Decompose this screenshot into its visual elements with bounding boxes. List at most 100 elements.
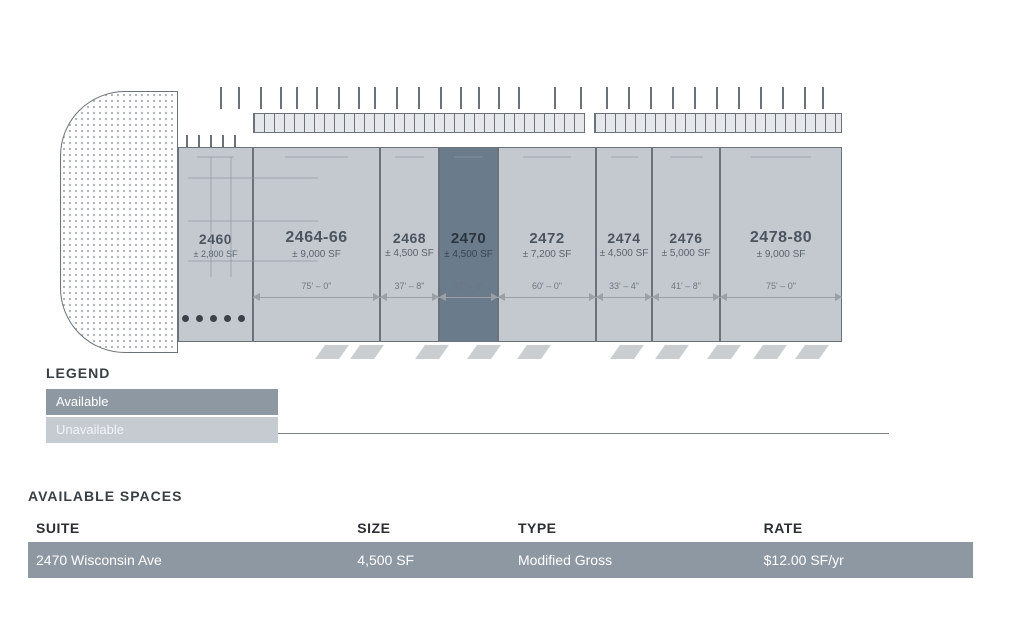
column-post: [374, 87, 376, 109]
unit-number: 2472: [529, 230, 564, 247]
column-post-small: [198, 135, 200, 147]
interior-detail: [454, 156, 483, 158]
legend-unavailable: Unavailable: [46, 417, 278, 443]
column-post: [396, 87, 398, 109]
interior-detail: [611, 156, 638, 158]
column-post: [338, 87, 340, 109]
unit-2472: 2472 ± 7,200 SF: [498, 147, 596, 342]
interior-detail: [670, 156, 703, 158]
page: 2460± 2,800 SF2464-66± 9,000 SF2468± 4,5…: [0, 0, 1010, 622]
partition-line: [188, 177, 318, 179]
column-post: [478, 87, 480, 109]
spaces-header-row: SUITE SIZE TYPE RATE: [28, 514, 973, 542]
column-dot: [224, 315, 231, 322]
column-post: [296, 87, 298, 109]
unit-number: 2464-66: [285, 229, 347, 247]
entry-canopy: [315, 345, 349, 359]
column-post: [358, 87, 360, 109]
entry-plaza-hatched: [60, 91, 178, 353]
legend-title: LEGEND: [46, 365, 889, 381]
unit-2470: 2470 ± 4,500 SF: [439, 147, 498, 342]
unit-sf: ± 5,000 SF: [662, 248, 711, 259]
partition-line: [210, 157, 212, 277]
interior-detail: [751, 156, 811, 158]
column-post: [220, 87, 222, 109]
dimension-label: 33' – 4": [609, 281, 639, 291]
column-post: [418, 87, 420, 109]
column-post: [518, 87, 520, 109]
col-suite: SUITE: [28, 514, 349, 542]
column-post: [498, 87, 500, 109]
partition-line: [230, 157, 232, 277]
column-post-small: [210, 135, 212, 147]
partition-line: [188, 260, 318, 262]
column-post: [554, 87, 556, 109]
interior-detail: [395, 156, 424, 158]
column-post: [760, 87, 762, 109]
entry-canopy: [350, 345, 384, 359]
column-post-small: [234, 135, 236, 147]
col-rate: RATE: [756, 514, 973, 542]
unit-sf: ± 9,000 SF: [757, 249, 806, 260]
column-post: [440, 87, 442, 109]
column-post: [672, 87, 674, 109]
column-dot: [210, 315, 217, 322]
unit-number: 2476: [669, 230, 702, 246]
column-post: [782, 87, 784, 109]
dimension: 75' – 0": [253, 285, 380, 299]
legend-divider: [278, 433, 889, 434]
entry-canopy: [610, 345, 644, 359]
column-post: [260, 87, 262, 109]
entry-canopy: [415, 345, 449, 359]
spaces-table: SUITE SIZE TYPE RATE 2470 Wisconsin Ave …: [28, 514, 973, 578]
dimension-label: 37' – 8": [454, 281, 484, 291]
dimension-label: 60' – 0": [532, 281, 562, 291]
cell-type: Modified Gross: [510, 542, 756, 578]
dimension-label: 41' – 8": [671, 281, 701, 291]
unit-sf: ± 9,000 SF: [292, 249, 341, 260]
dimension: 37' – 8": [439, 285, 498, 299]
column-post: [580, 87, 582, 109]
col-size: SIZE: [349, 514, 510, 542]
column-post: [822, 87, 824, 109]
facade-strip: [594, 113, 842, 133]
dimension: 60' – 0": [498, 285, 596, 299]
column-post: [738, 87, 740, 109]
unit-sf: ± 4,500 SF: [444, 249, 493, 260]
entry-canopy: [753, 345, 787, 359]
column-dot: [238, 315, 245, 322]
unit-2474: 2474± 4,500 SF: [596, 147, 652, 342]
interior-detail: [523, 156, 571, 158]
unit-number: 2468: [393, 230, 426, 246]
interior-detail: [197, 156, 234, 158]
dimension-label: 37' – 8": [395, 281, 425, 291]
unit-sf: ± 7,200 SF: [523, 249, 572, 260]
column-post: [628, 87, 630, 109]
entry-canopy: [795, 345, 829, 359]
column-post-small: [222, 135, 224, 147]
unit-2468: 2468 ± 4,500 SF: [380, 147, 439, 342]
unit-number: 2460: [199, 231, 232, 247]
cell-rate: $12.00 SF/yr: [756, 542, 973, 578]
entry-canopy: [467, 345, 501, 359]
dimension-label: 75' – 0": [302, 281, 332, 291]
column-post: [804, 87, 806, 109]
available-spaces-title: AVAILABLE SPACES: [28, 488, 973, 504]
unit-2478-80: 2478-80± 9,000 SF: [720, 147, 842, 342]
column-post-small: [186, 135, 188, 147]
column-post: [694, 87, 696, 109]
cell-suite: 2470 Wisconsin Ave: [28, 542, 349, 578]
entry-canopy: [517, 345, 551, 359]
legend: LEGEND Available Unavailable: [46, 365, 889, 443]
dimension: 37' – 8": [380, 285, 439, 299]
unit-sf: ± 4,500 SF: [385, 248, 434, 259]
partition-line: [188, 220, 318, 222]
spaces-tbody: 2470 Wisconsin Ave 4,500 SF Modified Gro…: [28, 542, 973, 578]
unit-sf: ± 4,500 SF: [600, 248, 649, 259]
dimension: 33' – 4": [596, 285, 652, 299]
unit-2476: 2476 ± 5,000 SF: [652, 147, 720, 342]
dimension: 41' – 8": [652, 285, 720, 299]
floor-plan: 2460± 2,800 SF2464-66± 9,000 SF2468± 4,5…: [100, 85, 910, 360]
entry-canopy: [655, 345, 689, 359]
unit-number: 2470: [451, 230, 486, 247]
